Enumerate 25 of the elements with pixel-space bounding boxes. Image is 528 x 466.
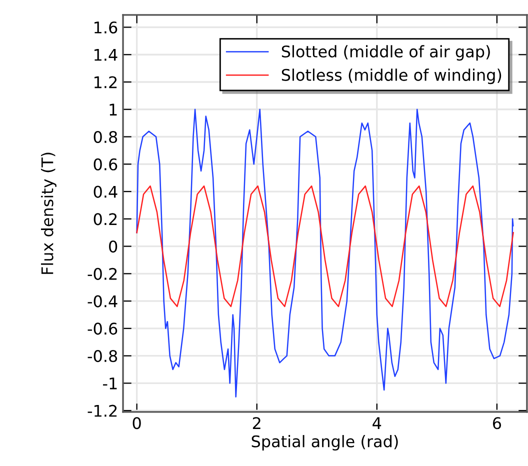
x-tick-label: 2 (252, 417, 260, 429)
y-tick-label: 0.8 (94, 130, 118, 144)
y-tick-label: 0.6 (94, 158, 118, 170)
y-tick-label: -1.2 (88, 404, 117, 417)
legend-label: Slotless (middle of winding) (282, 68, 502, 84)
x-tick-label: 4 (372, 417, 382, 429)
legend-label: Slotted (middle of air gap) (282, 45, 490, 61)
y-tick-label: 1.4 (94, 49, 118, 61)
x-axis-title: Spatial angle (rad) (252, 435, 398, 450)
y-tick-label: 0.4 (94, 186, 118, 198)
y-tick-label: -0.6 (88, 322, 118, 335)
y-tick-label: -0.8 (88, 350, 118, 362)
y-tick-label: 0.2 (94, 213, 117, 226)
y-axis-title: Flux density (T) (40, 152, 56, 274)
x-tick-label: 0 (132, 417, 141, 430)
line-series (136, 108, 514, 398)
y-tick-label: 1 (110, 104, 117, 116)
y-tick-label: 0 (109, 240, 118, 253)
line-series (136, 185, 514, 308)
x-tick-label: 6 (492, 417, 502, 430)
y-tick-label: -0.4 (88, 295, 118, 308)
y-tick-label: 1.2 (94, 76, 117, 88)
y-tick-label: -1 (103, 378, 117, 390)
y-tick-label: 1.6 (94, 21, 118, 34)
y-tick-label: -0.2 (88, 268, 117, 280)
